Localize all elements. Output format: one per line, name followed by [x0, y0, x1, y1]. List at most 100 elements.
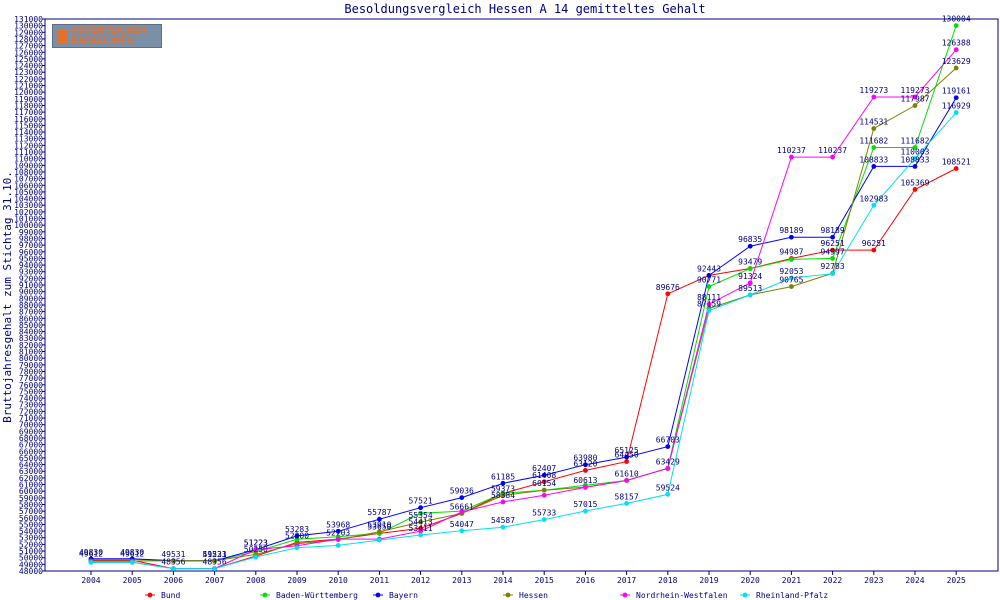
- y-tick-label: 101000: [14, 215, 43, 224]
- data-point: [912, 156, 918, 162]
- data-label: 126388: [942, 39, 971, 48]
- data-point: [335, 542, 341, 548]
- data-label: 49531: [203, 550, 227, 559]
- legend-label: Baden-Württemberg: [276, 591, 358, 600]
- legend-label: Nordrhein-Westfalen: [636, 591, 728, 600]
- data-point: [912, 187, 918, 192]
- data-point: [665, 444, 671, 450]
- x-tick-label: 2013: [452, 576, 471, 585]
- data-point: [88, 559, 94, 565]
- data-label: 56661: [450, 502, 474, 511]
- data-point: [830, 234, 835, 240]
- y-tick-label: 117000: [14, 108, 43, 117]
- y-tick-label: 128000: [14, 35, 43, 44]
- y-tick-label: 79000: [19, 361, 43, 370]
- data-label: 130004: [942, 15, 971, 24]
- y-tick-label: 60000: [19, 487, 43, 496]
- data-point: [583, 508, 588, 514]
- data-point: [789, 154, 794, 160]
- data-label: 55733: [532, 509, 556, 518]
- data-point: [294, 545, 300, 551]
- data-point: [706, 301, 712, 307]
- data-label: 108521: [942, 157, 971, 166]
- data-point: [912, 103, 918, 108]
- y-tick-label: 72000: [19, 407, 43, 416]
- data-label: 59373: [491, 484, 515, 493]
- data-label: 110003: [901, 148, 930, 157]
- data-label: 111682: [901, 136, 930, 145]
- data-label: 54413: [409, 517, 433, 526]
- legend: Bund Baden-Württemberg Bayern Hessen Nordrhe…: [145, 591, 828, 600]
- data-point: [377, 537, 382, 543]
- x-tick-label: 2019: [699, 576, 718, 585]
- data-label: 53650: [367, 522, 391, 531]
- data-point: [665, 491, 671, 497]
- data-label: 51223: [244, 539, 268, 548]
- data-label: 59036: [450, 487, 474, 496]
- data-label: 89676: [656, 283, 680, 292]
- data-label: 94997: [821, 247, 845, 256]
- data-point: [583, 485, 588, 490]
- y-tick-label: 81000: [19, 348, 43, 357]
- y-tick-label: 61000: [19, 481, 43, 490]
- y-tick-label: 66000: [19, 447, 43, 456]
- data-point: [747, 292, 753, 298]
- data-point: [830, 256, 835, 261]
- legend-swatch-marker: [375, 592, 381, 598]
- data-label: 91324: [738, 272, 762, 281]
- y-axis-label: Bruttojahresgehalt zum Stichtag 31.10.: [1, 171, 14, 423]
- y-tick-label: 96000: [19, 248, 43, 257]
- data-point: [830, 247, 835, 253]
- y-tick-label: 58000: [19, 500, 43, 509]
- data-label: 61408: [532, 471, 556, 480]
- y-tick-label: 65000: [19, 454, 43, 463]
- data-label: 57015: [573, 500, 597, 509]
- x-tick-label: 2021: [782, 576, 801, 585]
- data-label: 60613: [573, 476, 597, 485]
- y-tick-label: 121000: [14, 82, 43, 91]
- data-point: [789, 284, 794, 289]
- y-tick-label: 50000: [19, 554, 43, 563]
- y-tick-label: 106000: [14, 181, 43, 190]
- data-point: [912, 145, 918, 150]
- data-label: 60154: [532, 479, 556, 488]
- data-label: 49830: [79, 548, 103, 557]
- data-point: [253, 554, 259, 560]
- data-point: [624, 459, 629, 464]
- legend-swatch-marker: [622, 592, 628, 598]
- series-line: [91, 97, 957, 562]
- y-tick-label: 73000: [19, 401, 43, 410]
- data-point: [541, 472, 547, 478]
- y-tick-label: 103000: [14, 201, 43, 210]
- data-label: 51223: [203, 550, 227, 559]
- data-label: 111682: [859, 136, 888, 145]
- y-tick-label: 119000: [14, 95, 43, 104]
- x-tick-label: 2010: [329, 576, 348, 585]
- data-label: 63429: [656, 457, 680, 466]
- y-tick-label: 49000: [19, 560, 43, 569]
- y-tick-label: 83000: [19, 334, 43, 343]
- plot-frame: [44, 18, 999, 572]
- data-point: [953, 95, 959, 101]
- data-point: [335, 528, 341, 534]
- y-tick-label: 93000: [19, 268, 43, 277]
- data-label: 90771: [697, 276, 721, 285]
- data-label: 51223: [244, 539, 268, 548]
- data-point: [789, 234, 794, 240]
- x-tick-label: 2025: [947, 576, 966, 585]
- data-point: [953, 65, 959, 71]
- y-tick-label: 87000: [19, 308, 43, 317]
- data-point: [871, 126, 877, 131]
- data-point: [171, 558, 176, 564]
- data-label: 110237: [818, 146, 847, 155]
- data-point: [871, 202, 877, 208]
- data-label: 64450: [615, 451, 639, 460]
- logo-line-1: OFFENTLICHER: [71, 26, 148, 36]
- data-label: 59524: [656, 483, 680, 492]
- data-label: 53411: [409, 524, 433, 533]
- y-tick-label: 85000: [19, 321, 43, 330]
- data-label: 92783: [821, 262, 845, 271]
- data-point: [665, 291, 671, 297]
